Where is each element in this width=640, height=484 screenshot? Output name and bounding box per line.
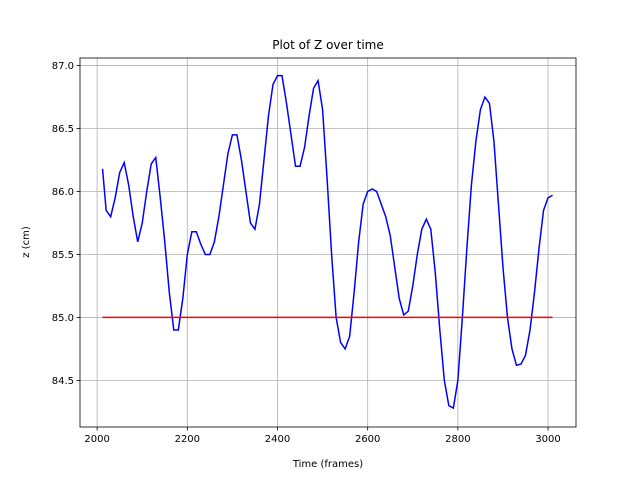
y-tick-label: 85.5 bbox=[52, 250, 74, 261]
axes-frame bbox=[79, 57, 577, 428]
y-axis-label: z (cm) bbox=[21, 226, 32, 258]
x-tick-label: 2600 bbox=[355, 434, 380, 445]
x-tick-label: 3000 bbox=[535, 434, 560, 445]
x-tick-label: 2000 bbox=[84, 434, 109, 445]
x-tick-label: 2400 bbox=[265, 434, 290, 445]
y-tick-label: 84.5 bbox=[52, 376, 74, 387]
y-tick-label: 85.0 bbox=[52, 313, 74, 324]
x-tick-label: 2200 bbox=[175, 434, 200, 445]
y-tick-label: 87.0 bbox=[52, 61, 74, 72]
chart-title: Plot of Z over time bbox=[272, 38, 384, 52]
x-axis-label: Time (frames) bbox=[292, 459, 363, 470]
y-tick-label: 86.5 bbox=[52, 124, 74, 135]
y-tick-label: 86.0 bbox=[52, 187, 74, 198]
x-tick-label: 2800 bbox=[445, 434, 470, 445]
data-line bbox=[101, 74, 553, 410]
